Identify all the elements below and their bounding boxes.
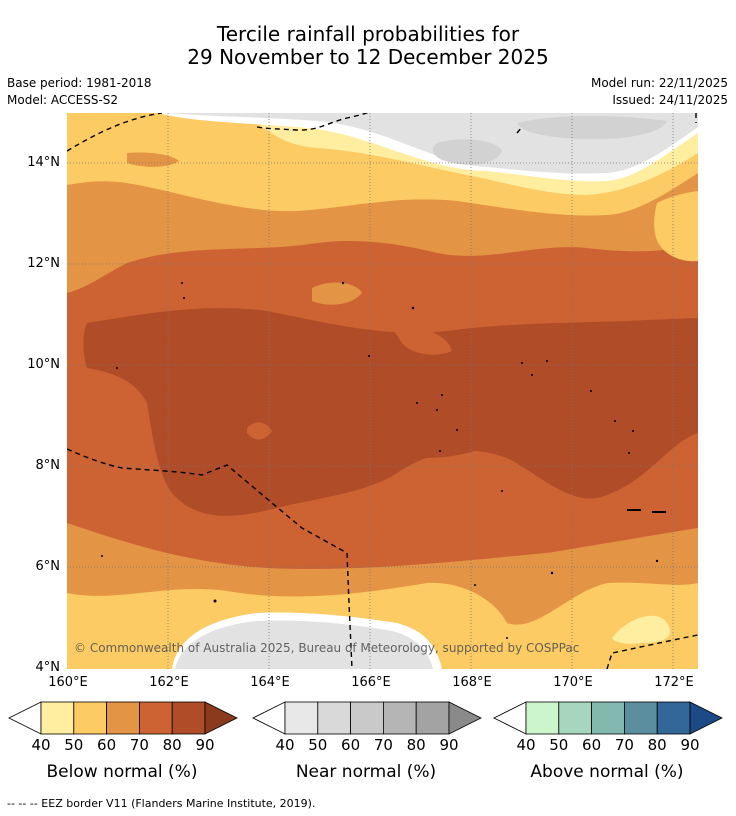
colorbar-above-tick-50: 50 [549,736,569,754]
lon-label-166e: 166°E [351,675,391,690]
chart-title-line2: 29 November to 12 December 2025 [187,45,549,69]
colorbar-below-title: Below normal (%) [46,762,198,782]
band-below-50-east [654,191,698,262]
colorbar-above-bin-40 [525,701,560,735]
lat-label-14n: 14°N [27,155,60,170]
colorbar-above-tick-70: 70 [614,736,634,754]
lon-label-170e: 170°E [553,675,593,690]
colorbar-near-tick-60: 60 [341,736,361,754]
colorbar-near-tick-90: 90 [439,736,459,754]
colorbar-above-tick-60: 60 [582,736,602,754]
colorbar-near-tick-40: 40 [275,736,295,754]
model-name: Model: ACCESS-S2 [7,93,119,107]
band-near-40-south [175,620,433,669]
map-copyright: © Commonwealth of Australia 2025, Bureau… [74,641,580,655]
band-below-70-west-edge [67,313,87,370]
colorbar-near-bin-70 [382,701,417,735]
band-below-80-east [563,322,698,498]
band-below-70-patch-2 [392,326,452,355]
colorbar-below-tick-90: 90 [195,736,215,754]
colorbar-below-tick-50: 50 [64,736,84,754]
band-below-70-patch-3 [497,492,542,526]
band-near-50-patch-2 [517,116,667,140]
islands [101,281,666,639]
colorbar-below-tick-40: 40 [31,736,51,754]
colorbar-near-bin-80 [415,701,450,735]
colorbar-above-bin-60 [591,701,625,735]
colorbar-near-bin-50 [317,701,352,735]
colorbar-near-title: Near normal (%) [295,762,437,782]
colorbar-near-bin-40 [284,701,319,735]
model-run: Model run: 22/11/2025 [590,76,728,90]
lat-label-10n: 10°N [27,357,60,372]
base-period: Base period: 1981-2018 [7,76,152,90]
lon-label-164e: 164°E [250,675,290,690]
colorbar-below-tick-70: 70 [129,736,149,754]
colorbar-below-bin-80 [171,701,206,735]
lon-label-168e: 168°E [452,675,492,690]
colorbar-near-tick-50: 50 [308,736,328,754]
lat-label-8n: 8°N [35,458,61,473]
colorbar-above-tick-40: 40 [516,736,536,754]
eez-border [67,113,698,669]
issued-date: Issued: 24/11/2025 [612,93,728,107]
colorbar-above-title: Above normal (%) [530,762,684,782]
colorbar-below-bin-50 [73,701,108,735]
band-near-50-patch-1 [432,139,502,165]
lat-label-12n: 12°N [27,256,60,271]
band-below-40-south [612,615,671,644]
colorbar-below-bin-70 [138,701,173,735]
colorbar-above-bin-70 [623,701,658,735]
eez-footnote: -- -- -- EEZ border V11 (Flanders Marine… [7,797,316,810]
colorbar-above-tick-80: 80 [647,736,667,754]
colorbar-near-under-triangle [252,701,286,735]
band-below-80-mid [147,378,537,458]
colorbar-near-bin-60 [350,701,384,735]
colorbar-below-tick-80: 80 [162,736,182,754]
colorbar-above-bin-50 [558,701,593,735]
colorbar-near-over-triangle [448,701,482,735]
colorbar-above-tick-90: 90 [680,736,700,754]
colorbar-near-tick-70: 70 [373,736,393,754]
lon-label-172e: 172°E [654,675,694,690]
colorbar-above-under-triangle [493,701,527,735]
colorbar-near-tick-80: 80 [406,736,426,754]
colorbar-above-bin-80 [656,701,691,735]
probability-map [67,113,698,669]
colorbar-below-bin-40 [40,701,75,735]
lat-label-6n: 6°N [35,559,61,574]
colorbar-below-under-triangle [8,701,42,735]
colorbar-below-over-triangle [204,701,238,735]
colorbar-below [8,701,238,735]
colorbar-below-bin-60 [106,701,140,735]
colorbar-above [493,701,723,735]
lon-label-160e: 160°E [48,675,88,690]
colorbar-near [252,701,482,735]
map-svg [67,113,698,669]
graticule [67,113,698,669]
colorbar-below-tick-60: 60 [97,736,117,754]
lat-label-4n: 4°N [35,660,61,675]
band-below-60-patch [312,282,362,305]
colorbar-above-over-triangle [689,701,723,735]
chart-title-line1: Tercile rainfall probabilities for [216,22,520,46]
lon-label-162e: 162°E [149,675,189,690]
band-below-70-patch-1 [247,422,272,440]
